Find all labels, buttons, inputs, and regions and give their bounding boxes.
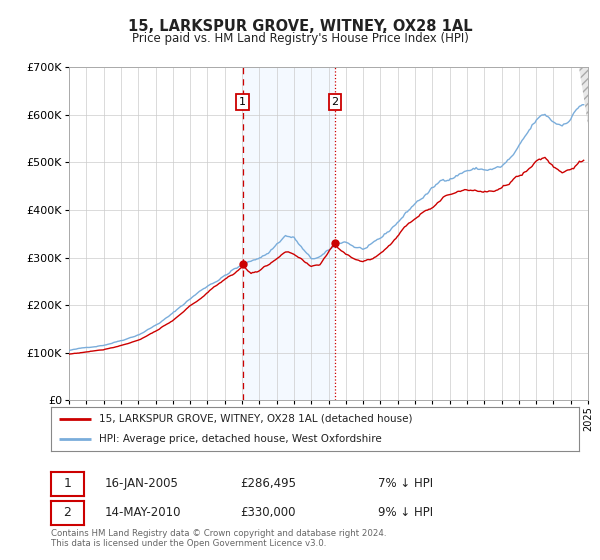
Text: Contains HM Land Registry data © Crown copyright and database right 2024.: Contains HM Land Registry data © Crown c… <box>51 529 386 538</box>
Text: This data is licensed under the Open Government Licence v3.0.: This data is licensed under the Open Gov… <box>51 539 326 548</box>
Polygon shape <box>580 67 588 124</box>
Bar <box>242 67 335 400</box>
Text: 1: 1 <box>239 97 246 107</box>
Text: 15, LARKSPUR GROVE, WITNEY, OX28 1AL (detached house): 15, LARKSPUR GROVE, WITNEY, OX28 1AL (de… <box>98 414 412 424</box>
Text: Price paid vs. HM Land Registry's House Price Index (HPI): Price paid vs. HM Land Registry's House … <box>131 32 469 45</box>
Text: 1: 1 <box>64 477 71 491</box>
Text: 7% ↓ HPI: 7% ↓ HPI <box>378 477 433 491</box>
Text: 2: 2 <box>64 506 71 520</box>
Text: 15, LARKSPUR GROVE, WITNEY, OX28 1AL: 15, LARKSPUR GROVE, WITNEY, OX28 1AL <box>128 19 472 34</box>
Text: 16-JAN-2005: 16-JAN-2005 <box>105 477 179 491</box>
Text: 2: 2 <box>331 97 338 107</box>
Text: £286,495: £286,495 <box>240 477 296 491</box>
Text: 9% ↓ HPI: 9% ↓ HPI <box>378 506 433 520</box>
Text: HPI: Average price, detached house, West Oxfordshire: HPI: Average price, detached house, West… <box>98 434 381 444</box>
Text: £330,000: £330,000 <box>240 506 296 520</box>
Text: 14-MAY-2010: 14-MAY-2010 <box>105 506 182 520</box>
